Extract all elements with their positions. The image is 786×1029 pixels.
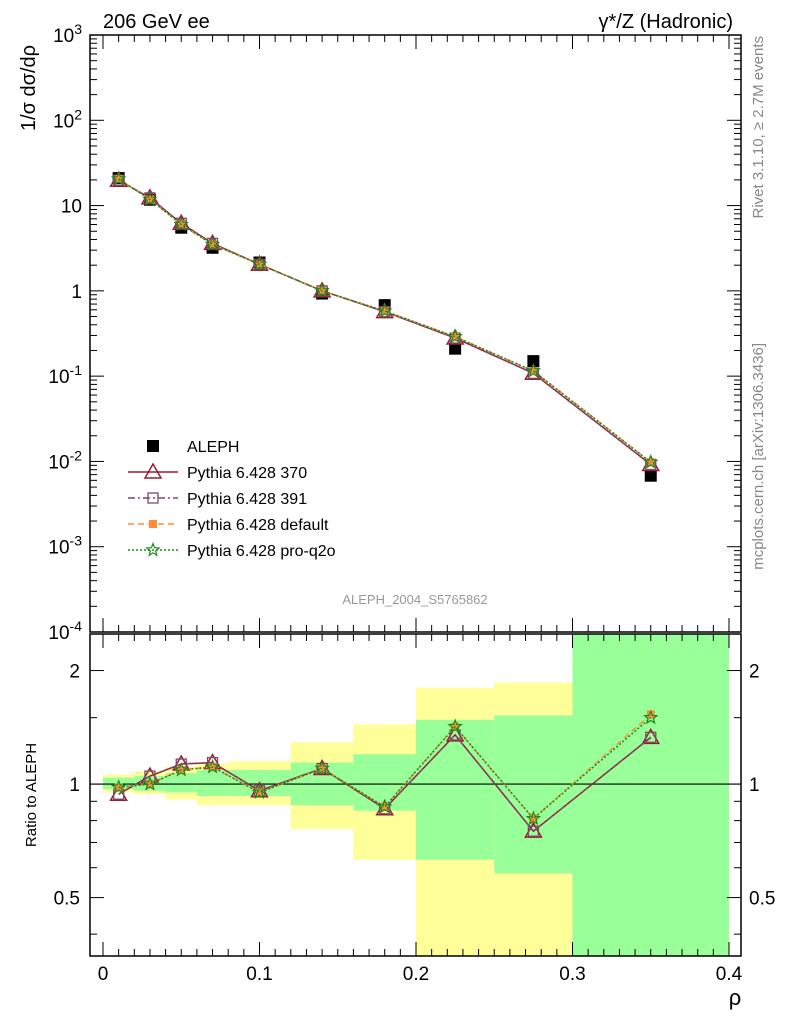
legend-marker-pythia-6-428-default: [149, 520, 157, 528]
legend-marker-aleph: [147, 440, 159, 452]
point-pythia-6-428-pro-q2o: [525, 362, 542, 378]
point-pythia-6-428-default: [208, 240, 217, 249]
point-aleph: [449, 342, 462, 355]
header-right: γ*/Z (Hadronic): [599, 11, 733, 33]
legend-marker-pythia-6-428-pro-q2o: [145, 541, 161, 557]
uncertainty-band-green: [165, 772, 197, 793]
ratio-y-tick-label-right: 1: [749, 775, 760, 796]
point-pythia-6-428-pro-q2o: [376, 302, 393, 318]
point-pythia-6-428-pro-q2o: [447, 328, 463, 344]
series-line-pythia-6-428-default: [118, 178, 652, 463]
y-tick-label: 10-1: [48, 362, 82, 388]
ratio-ylabel: Ratio to ALEPH: [23, 743, 40, 847]
ratio-point-pythia-6-428-370: [445, 725, 465, 742]
y-tick-label: 1: [71, 282, 82, 303]
uncertainty-band-green: [103, 777, 135, 790]
ratio-point-pythia-6-428-pro-q2o: [447, 718, 463, 734]
legend-label: Pythia 6.428 370: [187, 465, 307, 482]
point-aleph: [644, 469, 657, 482]
point-pythia-6-428-pro-q2o: [204, 236, 221, 252]
ratio-point-pythia-6-428-391: [527, 825, 540, 837]
ratio-y-tick-label: 0.5: [54, 889, 80, 910]
ratio-point-pythia-6-428-pro-q2o: [173, 761, 189, 777]
ratio-point-pythia-6-428-pro-q2o: [251, 784, 268, 800]
point-pythia-6-428-391: [379, 306, 391, 318]
x-tick-label: 0.2: [403, 964, 429, 985]
ratio-point-pythia-6-428-pro-q2o: [525, 810, 542, 826]
legend-label: Pythia 6.428 default: [187, 517, 329, 534]
point-pythia-6-428-default: [380, 307, 389, 316]
ratio-y-tick-label: 1: [69, 775, 80, 796]
ratio-point-pythia-6-428-default: [646, 710, 655, 719]
series-line-pythia-6-428-370: [118, 179, 652, 466]
ratio-line-pythia-6-428-391: [118, 733, 652, 833]
x-tick-label: 0.3: [559, 964, 585, 985]
ratio-y-tick-label-right: 2: [749, 662, 760, 683]
uncertainty-band-green: [196, 769, 229, 796]
legend-marker-pythia-6-428-370: [143, 462, 163, 479]
ratio-point-pythia-6-428-default: [255, 788, 264, 797]
ratio-point-pythia-6-428-default: [529, 814, 538, 823]
point-pythia-6-428-default: [529, 366, 538, 375]
x-tick-label: 0.1: [246, 964, 272, 985]
ratio-point-pythia-6-428-default: [380, 802, 389, 811]
ratio-point-pythia-6-428-default: [145, 780, 154, 789]
legend-label: ALEPH: [187, 439, 239, 456]
x-tick-label: 0: [98, 964, 109, 985]
x-axis-label: ρ: [729, 985, 742, 1010]
uncertainty-band-green: [572, 634, 729, 956]
point-pythia-6-428-pro-q2o: [251, 256, 268, 271]
series-line-pythia-6-428-391: [118, 179, 652, 466]
uncertainty-band-green: [416, 719, 495, 860]
point-pythia-6-428-pro-q2o: [110, 170, 127, 186]
point-pythia-6-428-default: [451, 332, 460, 341]
y-tick-label: 10-4: [48, 618, 82, 644]
chart-marks: 10-4 10-3 10-2 10-1 1 10 102 103 0.5 0.5 1 1 2 2 0 0.1 0…: [48, 21, 775, 985]
ratio-point-pythia-6-428-391: [645, 731, 657, 744]
ratio-point-pythia-6-428-pro-q2o: [643, 709, 659, 725]
ratio-point-pythia-6-428-pro-q2o: [204, 758, 221, 774]
analysis-label: ALEPH_2004_S5765862: [342, 592, 487, 607]
ratio-line-pythia-6-428-pro-q2o: [118, 717, 652, 820]
y-tick-label: 102: [53, 106, 82, 132]
point-pythia-6-428-pro-q2o: [173, 216, 189, 232]
y-tick-label: 10-2: [48, 447, 82, 473]
ratio-point-pythia-6-428-pro-q2o: [142, 775, 158, 791]
ratio-y-tick-label: 2: [69, 662, 80, 683]
legend-marker-pythia-6-428-391: [147, 492, 159, 504]
mcplots-label: mcplots.cern.ch [arXiv:1306.3436]: [750, 343, 767, 570]
y-tick-label: 10: [61, 197, 82, 218]
ratio-point-pythia-6-428-pro-q2o: [314, 760, 330, 776]
x-tick-label: 0.4: [716, 964, 743, 985]
point-pythia-6-428-pro-q2o: [142, 191, 158, 207]
rivet-label: Rivet 3.1.10, ≥ 2.7M events: [750, 36, 767, 219]
ratio-point-pythia-6-428-370: [641, 727, 661, 745]
ratio-y-tick-label-right: 0.5: [749, 889, 775, 910]
header-left: 206 GeV ee: [103, 11, 210, 33]
ratio-point-pythia-6-428-370: [524, 821, 543, 838]
uncertainty-band-green: [494, 715, 573, 874]
point-pythia-6-428-pro-q2o: [643, 454, 659, 469]
y-tick-label: 103: [53, 21, 82, 47]
ratio-point-pythia-6-428-pro-q2o: [110, 779, 127, 794]
series-line-pythia-6-428-pro-q2o: [118, 178, 652, 463]
legend-label: Pythia 6.428 391: [187, 491, 307, 508]
point-pythia-6-428-pro-q2o: [314, 282, 330, 298]
point-aleph: [527, 355, 540, 368]
ratio-point-pythia-6-428-pro-q2o: [376, 798, 393, 814]
legend-label: Pythia 6.428 pro-q2o: [187, 543, 336, 560]
y-tick-label: 10-3: [48, 533, 82, 559]
main-ylabel: 1/σ dσ/dρ: [18, 45, 40, 131]
